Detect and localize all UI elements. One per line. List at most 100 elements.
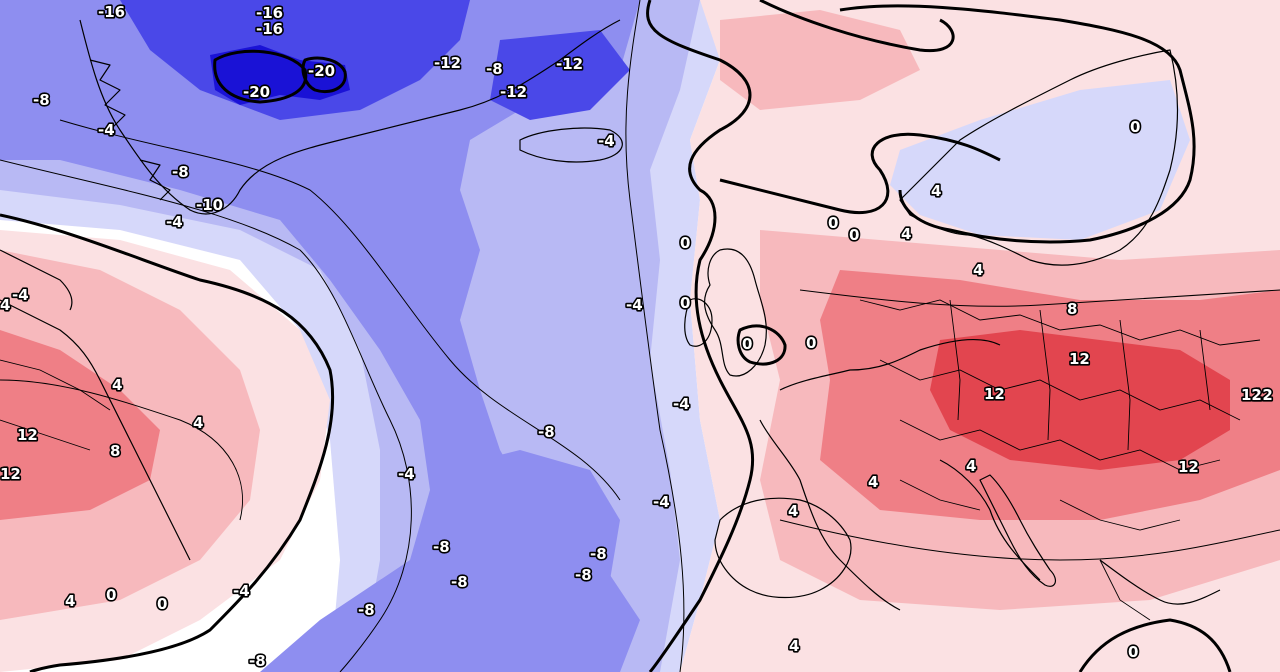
label-l32: 0 [106,586,116,604]
label-l58: -4 [12,286,29,304]
zero-line-europe-west [646,0,755,672]
label-l50: 4 [789,637,799,655]
label-l40: 12 [1069,350,1090,368]
label-l19: 0 [742,335,752,353]
zero-line-north-atlantic [719,132,1001,215]
isotherm-minus8 [59,119,621,501]
scandinavia-chilly [890,80,1190,240]
label-l57: 0 [806,334,816,352]
zero-line-mediterranean [1078,618,1232,672]
zero-core-greenland [213,49,308,104]
label-l54: 4 [931,182,941,200]
label-l29: -4 [233,582,250,600]
greenland-fjords [89,59,171,201]
label-l21: -8 [538,423,555,441]
italy-boot [979,474,1057,587]
label-l4: -20 [243,83,270,101]
label-l20: -4 [673,395,690,413]
label-l30: -8 [249,652,266,670]
label-l16: 0 [680,234,690,252]
border-set-2 [879,359,1241,421]
isotherm-4-west [0,379,243,521]
label-l23: -4 [653,493,670,511]
label-l53: 12 [1241,386,1262,404]
zero-isotherm [0,0,1232,672]
border-set-3 [899,419,1221,471]
iberia [714,497,852,599]
british-isles [703,248,767,377]
label-l34: 4 [65,592,75,610]
coastlines [0,19,1221,611]
label-l25: -8 [590,545,607,563]
label-l44: 4 [193,414,203,432]
label-l48: 4 [966,457,976,475]
cold-pocket-south [420,450,620,640]
label-l5: -20 [308,62,335,80]
label-l26: -8 [575,566,592,584]
label-l38: 12 [17,426,38,444]
label-l33: 0 [1128,643,1138,661]
label-l11: -4 [598,132,615,150]
label-l3: -16 [256,20,283,38]
label-l7: -8 [486,60,503,78]
label-l28: -8 [358,601,375,619]
label-l52: 8 [1067,300,1077,318]
north-america-hot [0,330,160,520]
isotherm-minus4-east [625,0,685,672]
isotherm-8-europe [799,289,1280,307]
zero-core-greenland-east [301,56,347,94]
label-l31: 0 [157,595,167,613]
north-america-coast [0,299,191,561]
label-l6: -12 [434,54,461,72]
label-l10: -8 [33,91,50,109]
very-cold-east-greenland [490,30,630,120]
label-l17: 0 [680,294,690,312]
label-l8: -12 [556,55,583,73]
isotherm-4-europe [779,519,1280,561]
label-l12: -8 [172,163,189,181]
label-l35: 0 [828,214,838,232]
label-l15: -4 [98,121,115,139]
greenland-coast [79,19,621,215]
country-borders [0,299,1261,621]
label-l1: -16 [98,3,125,21]
iceland-coast [519,127,623,163]
hudson-strait [0,249,73,311]
label-l42: 12 [1178,458,1199,476]
label-l13: -10 [196,196,223,214]
label-l37: 8 [110,442,120,460]
label-l22: -4 [398,465,415,483]
label-l56: 0 [849,226,859,244]
label-l14: -4 [166,213,183,231]
north-mild-band [720,10,920,110]
label-l24: -8 [433,538,450,556]
label-l49: 4 [788,502,798,520]
border-set-6 [0,359,111,451]
zero-line-america [0,213,335,672]
border-set-1 [859,299,1261,346]
zero-line-uk-loop [736,324,787,366]
border-set-5 [899,479,1181,621]
label-l18: -4 [626,296,643,314]
label-l36: 4 [0,296,10,314]
label-l55: 4 [901,225,911,243]
label-l47: 0 [1130,118,1140,136]
label-l41: 12 [984,385,1005,403]
label-l43: 4 [112,376,122,394]
label-l46: 4 [868,473,878,491]
ireland [684,298,713,347]
label-l51: 12 [1252,386,1273,404]
label-l27: -8 [451,573,468,591]
zero-line-scandinavia [839,4,1196,244]
label-l45: 4 [973,261,983,279]
label-l9: -12 [500,83,527,101]
zero-line-top-ridge [759,0,955,53]
border-set-4 [949,299,1211,451]
label-l39: 12 [0,465,21,483]
cold-anomaly-field [0,0,760,672]
continental-europe-coast [759,338,1221,611]
scandinavia-coast [899,49,1179,266]
